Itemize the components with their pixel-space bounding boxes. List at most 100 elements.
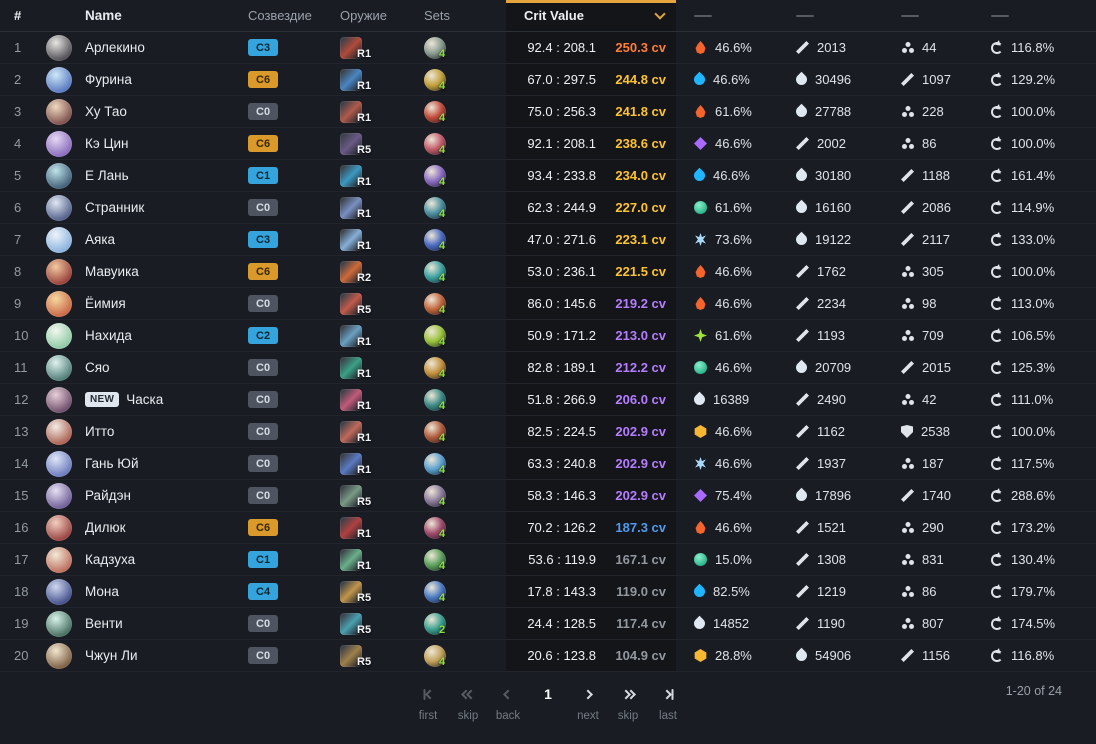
header-rank[interactable]: # xyxy=(14,8,22,23)
weapon-cell[interactable]: R1 xyxy=(324,64,404,95)
character-name[interactable]: Сяо xyxy=(85,360,110,375)
table-row[interactable]: 9 Ёимия C0 R5 4 86.0 : 145.6 219.2 cv xyxy=(0,288,1096,320)
table-row[interactable]: 3 Ху Тао C0 R1 4 75.0 : 256.3 241.8 cv xyxy=(0,96,1096,128)
character-avatar[interactable] xyxy=(46,98,72,125)
weapon-cell[interactable]: R5 xyxy=(324,608,404,639)
table-row[interactable]: 11 Сяо C0 R1 4 82.8 : 189.1 212.2 cv xyxy=(0,352,1096,384)
character-name[interactable]: Е Лань xyxy=(85,168,129,183)
character-avatar[interactable] xyxy=(46,162,72,189)
avatar-cell[interactable] xyxy=(34,544,76,575)
name-cell[interactable]: Кэ Цин xyxy=(76,128,238,159)
weapon-cell[interactable]: R1 xyxy=(324,448,404,479)
character-avatar[interactable] xyxy=(46,34,72,61)
weapon-cell[interactable]: R1 xyxy=(324,160,404,191)
weapon-cell[interactable]: R1 xyxy=(324,384,404,415)
name-cell[interactable]: Райдэн xyxy=(76,480,238,511)
character-avatar[interactable] xyxy=(46,258,72,285)
name-cell[interactable]: Ху Тао xyxy=(76,96,238,127)
sets-cell[interactable]: 4 xyxy=(404,576,506,607)
avatar-cell[interactable] xyxy=(34,320,76,351)
character-name[interactable]: Чжун Ли xyxy=(85,648,138,663)
sets-cell[interactable]: 4 xyxy=(404,192,506,223)
character-avatar[interactable] xyxy=(46,482,72,509)
avatar-cell[interactable] xyxy=(34,160,76,191)
pagination-first-button[interactable]: first xyxy=(415,688,442,722)
character-avatar[interactable] xyxy=(46,514,72,541)
sets-cell[interactable]: 4 xyxy=(404,96,506,127)
character-avatar[interactable] xyxy=(46,290,72,317)
avatar-cell[interactable] xyxy=(34,512,76,543)
sets-cell[interactable]: 4 xyxy=(404,256,506,287)
avatar-cell[interactable] xyxy=(34,64,76,95)
name-cell[interactable]: Е Лань xyxy=(76,160,238,191)
table-row[interactable]: 16 Дилюк C6 R1 4 70.2 : 126.2 187.3 cv xyxy=(0,512,1096,544)
table-row[interactable]: 19 Венти C0 R5 2 24.4 : 128.5 117.4 cv xyxy=(0,608,1096,640)
avatar-cell[interactable] xyxy=(34,96,76,127)
avatar-cell[interactable] xyxy=(34,128,76,159)
table-row[interactable]: 2 Фурина C6 R1 4 67.0 : 297.5 244.8 cv xyxy=(0,64,1096,96)
weapon-cell[interactable]: R1 xyxy=(324,352,404,383)
sets-cell[interactable]: 2 xyxy=(404,608,506,639)
name-cell[interactable]: Гань Юй xyxy=(76,448,238,479)
character-avatar[interactable] xyxy=(46,226,72,253)
character-avatar[interactable] xyxy=(46,66,72,93)
name-cell[interactable]: Фурина xyxy=(76,64,238,95)
weapon-cell[interactable]: R1 xyxy=(324,32,404,63)
name-cell[interactable]: Странник xyxy=(76,192,238,223)
character-name[interactable]: Кадзуха xyxy=(85,552,136,567)
weapon-cell[interactable]: R5 xyxy=(324,640,404,671)
table-row[interactable]: 5 Е Лань C1 R1 4 93.4 : 233.8 234.0 cv xyxy=(0,160,1096,192)
avatar-cell[interactable] xyxy=(34,480,76,511)
header-weapon[interactable]: Оружие xyxy=(340,8,388,23)
weapon-cell[interactable]: R5 xyxy=(324,480,404,511)
character-avatar[interactable] xyxy=(46,322,72,349)
name-cell[interactable]: Ёимия xyxy=(76,288,238,319)
avatar-cell[interactable] xyxy=(34,288,76,319)
table-row[interactable]: 13 Итто C0 R1 4 82.5 : 224.5 202.9 cv xyxy=(0,416,1096,448)
header-name[interactable]: Name xyxy=(85,8,122,23)
sets-cell[interactable]: 4 xyxy=(404,352,506,383)
table-row[interactable]: 15 Райдэн C0 R5 4 58.3 : 146.3 202.9 cv xyxy=(0,480,1096,512)
sets-cell[interactable]: 4 xyxy=(404,32,506,63)
weapon-cell[interactable]: R1 xyxy=(324,192,404,223)
character-name[interactable]: Мона xyxy=(85,584,119,599)
avatar-cell[interactable] xyxy=(34,192,76,223)
name-cell[interactable]: Итто xyxy=(76,416,238,447)
weapon-cell[interactable]: R5 xyxy=(324,288,404,319)
sets-cell[interactable]: 4 xyxy=(404,224,506,255)
weapon-cell[interactable]: R1 xyxy=(324,416,404,447)
header-stat-column-2[interactable] xyxy=(778,0,883,31)
character-avatar[interactable] xyxy=(46,450,72,477)
avatar-cell[interactable] xyxy=(34,256,76,287)
character-name[interactable]: Арлекино xyxy=(85,40,145,55)
weapon-cell[interactable]: R1 xyxy=(324,320,404,351)
character-avatar[interactable] xyxy=(46,610,72,637)
avatar-cell[interactable] xyxy=(34,416,76,447)
table-row[interactable]: 6 Странник C0 R1 4 62.3 : 244.9 227.0 c xyxy=(0,192,1096,224)
header-stat-column-4[interactable] xyxy=(973,0,1096,31)
character-name[interactable]: Кэ Цин xyxy=(85,136,129,151)
character-name[interactable]: Ху Тао xyxy=(85,104,127,119)
header-stat-column-1[interactable] xyxy=(676,0,778,31)
name-cell[interactable]: Арлекино xyxy=(76,32,238,63)
name-cell[interactable]: Нахида xyxy=(76,320,238,351)
table-row[interactable]: 12 NEW Часка C0 R1 4 51.8 : 266.9 206.0 xyxy=(0,384,1096,416)
table-row[interactable]: 20 Чжун Ли C0 R5 4 20.6 : 123.8 104.9 c xyxy=(0,640,1096,672)
weapon-cell[interactable]: R1 xyxy=(324,544,404,575)
pagination-last-button[interactable]: last xyxy=(655,688,682,722)
name-cell[interactable]: Венти xyxy=(76,608,238,639)
sets-cell[interactable]: 4 xyxy=(404,288,506,319)
sets-cell[interactable]: 4 xyxy=(404,416,506,447)
sets-cell[interactable]: 4 xyxy=(404,544,506,575)
character-name[interactable]: Аяка xyxy=(85,232,116,247)
table-row[interactable]: 10 Нахида C2 R1 4 50.9 : 171.2 213.0 cv xyxy=(0,320,1096,352)
sets-cell[interactable]: 4 xyxy=(404,320,506,351)
table-row[interactable]: 4 Кэ Цин C6 R5 4 92.1 : 208.1 238.6 cv xyxy=(0,128,1096,160)
character-avatar[interactable] xyxy=(46,386,72,413)
name-cell[interactable]: Аяка xyxy=(76,224,238,255)
avatar-cell[interactable] xyxy=(34,576,76,607)
character-name[interactable]: Часка xyxy=(126,392,164,407)
sets-cell[interactable]: 4 xyxy=(404,64,506,95)
avatar-cell[interactable] xyxy=(34,640,76,671)
avatar-cell[interactable] xyxy=(34,448,76,479)
